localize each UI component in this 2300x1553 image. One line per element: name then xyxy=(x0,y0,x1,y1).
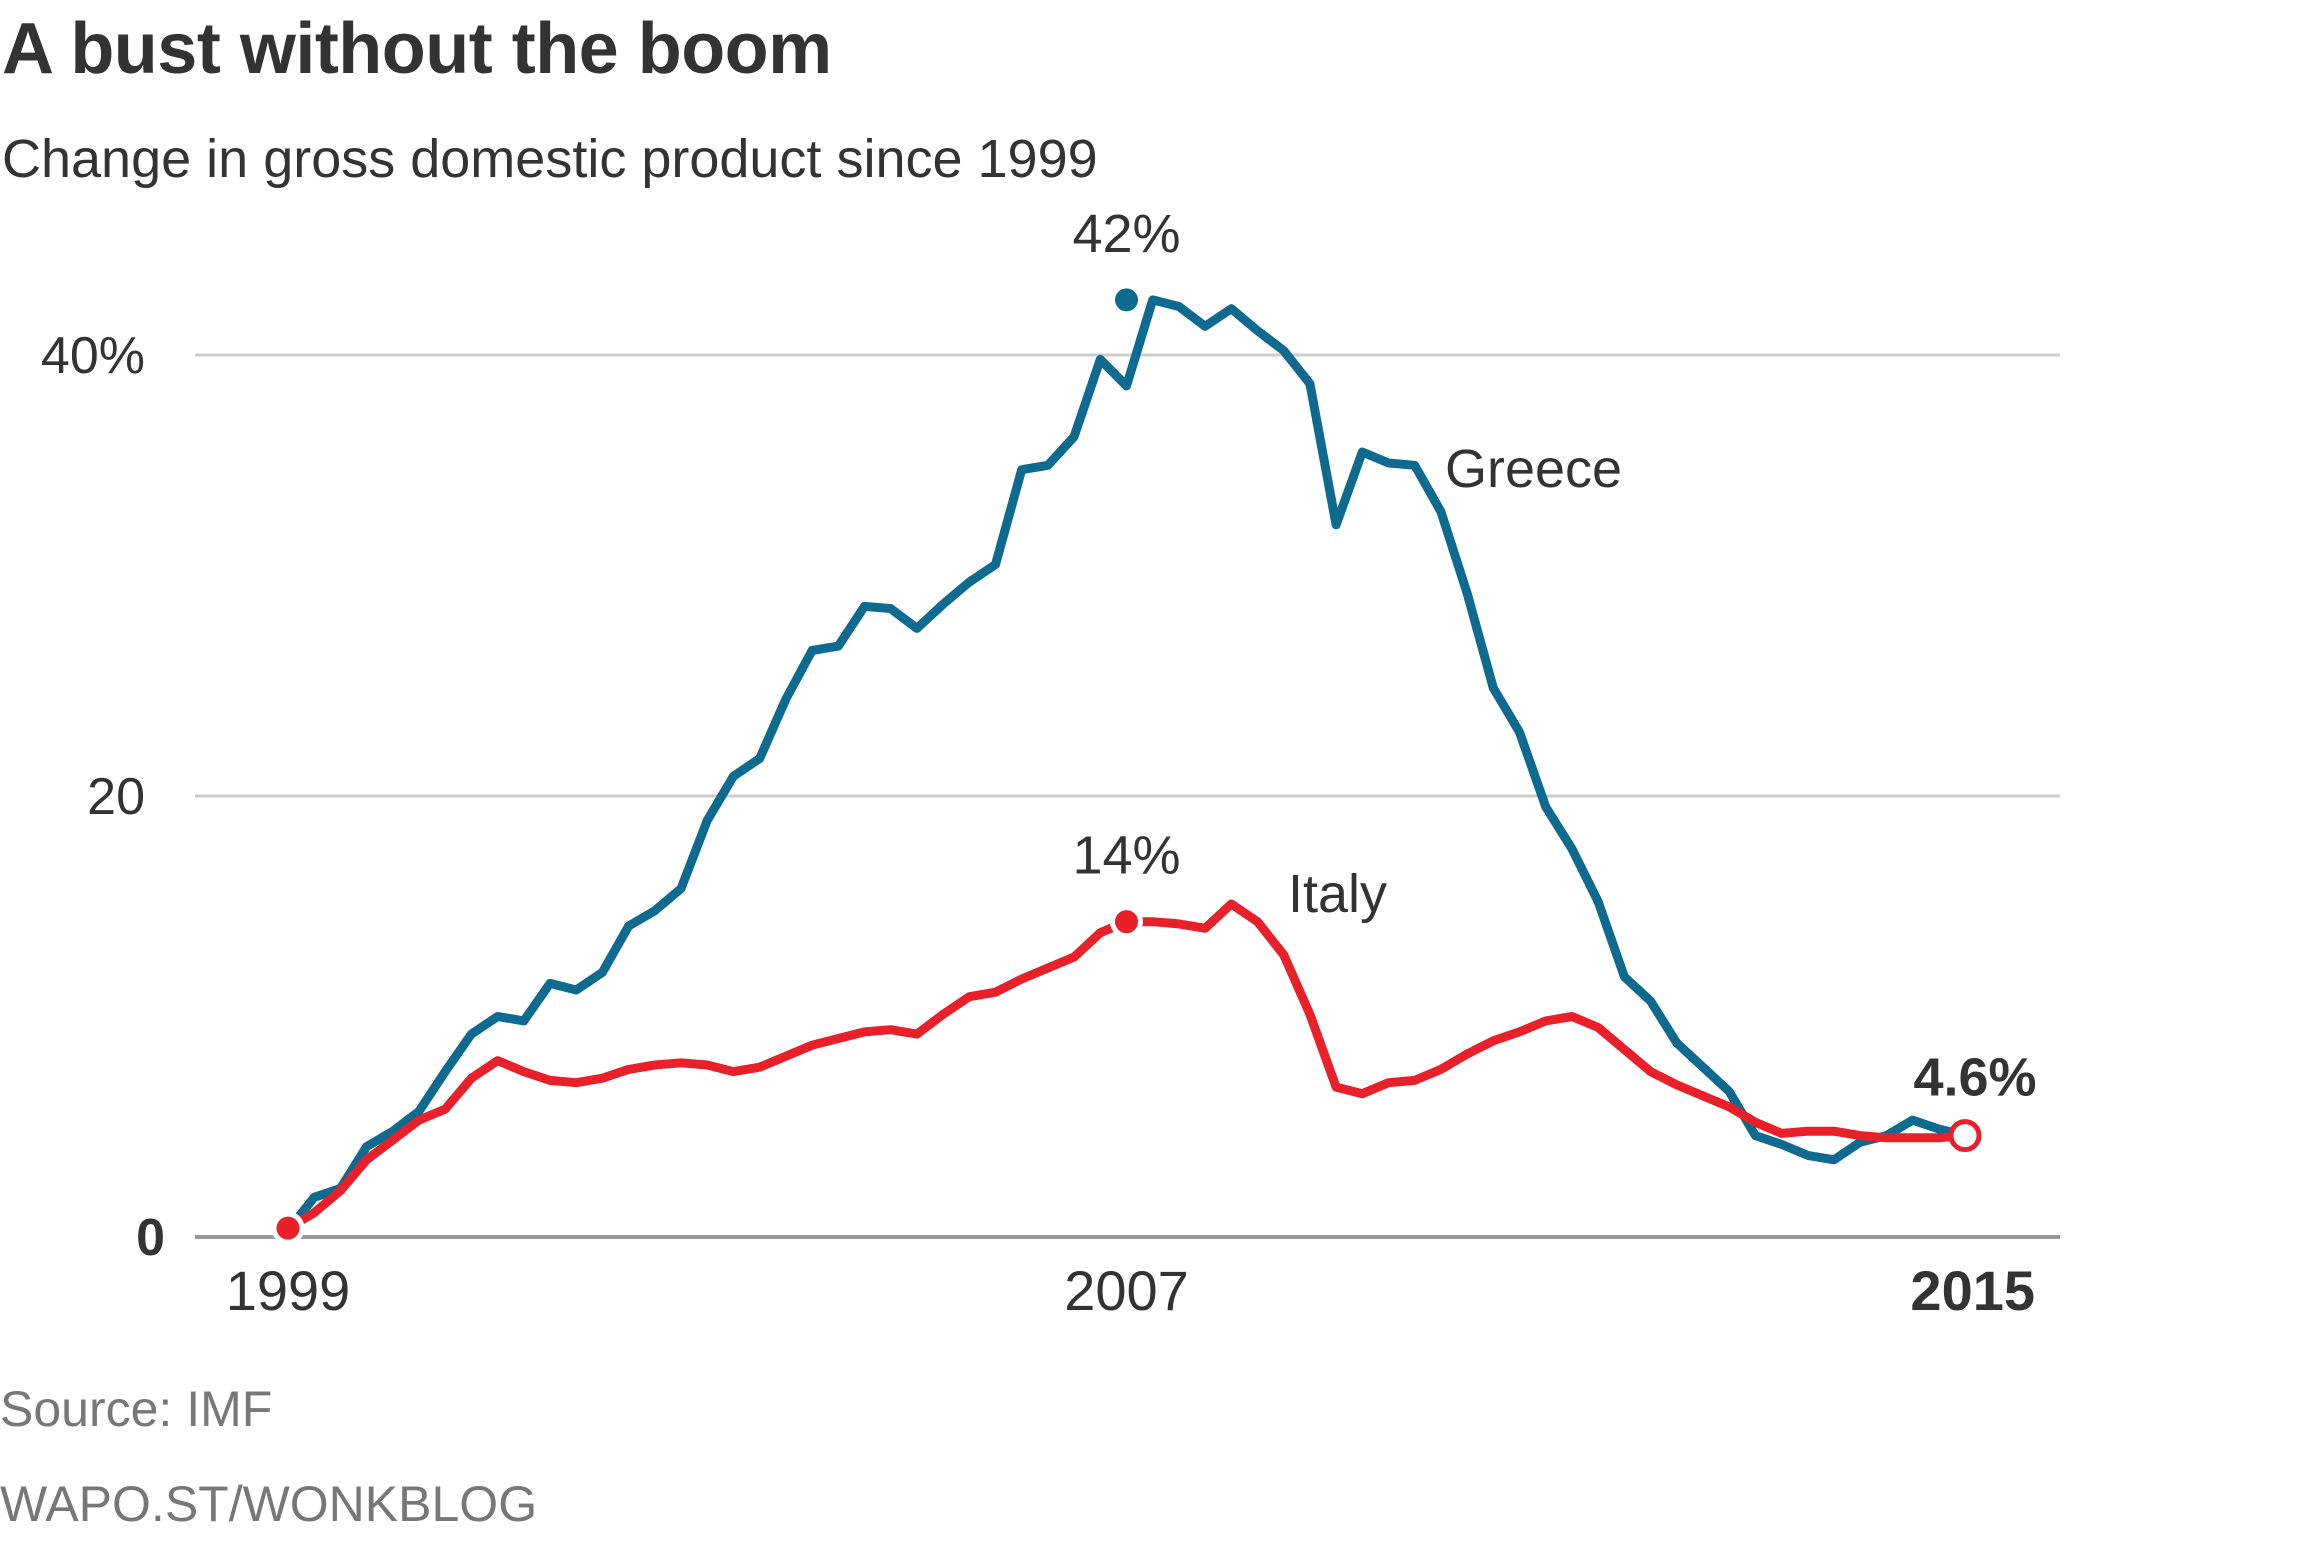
x-tick-label: 1999 xyxy=(226,1259,351,1322)
y-tick-label: 20 xyxy=(87,768,145,826)
axis-layer: 0 20 40% 1999 2007 2015 xyxy=(41,327,2060,1322)
marker-layer xyxy=(271,283,1982,1245)
series-line-italy xyxy=(283,899,1970,1233)
chart-subtitle: Change in gross domestic product since 1… xyxy=(2,129,1098,189)
marker-italy-2015 xyxy=(1948,1119,1982,1153)
marker-italy-2007 xyxy=(1110,905,1143,939)
x-tick-label: 2015 xyxy=(1910,1259,2035,1322)
data-label-italy-2007: 14% xyxy=(1072,826,1180,886)
start-marker-italy xyxy=(271,1211,305,1245)
series-line-greece xyxy=(283,295,1970,1235)
chart-title: A bust without the boom xyxy=(2,9,832,89)
series-label-greece: Greece xyxy=(1445,439,1622,499)
data-label-greece-2007: 42% xyxy=(1072,204,1180,264)
series-layer xyxy=(283,295,1970,1235)
x-tick-label: 2007 xyxy=(1064,1259,1189,1322)
series-label-italy: Italy xyxy=(1288,864,1387,924)
data-label-italy-2015: 4.6% xyxy=(1913,1048,2036,1108)
grid-layer xyxy=(195,353,2060,798)
marker-greece-2007 xyxy=(1110,283,1143,317)
credit-note: WAPO.ST/WONKBLOG xyxy=(0,1476,538,1532)
label-layer: 42% 14% 4.6% Greece Italy xyxy=(1072,204,2036,1108)
y-tick-label: 0 xyxy=(136,1209,165,1267)
y-tick-label: 40% xyxy=(41,327,145,385)
source-note: Source: IMF xyxy=(0,1381,273,1437)
